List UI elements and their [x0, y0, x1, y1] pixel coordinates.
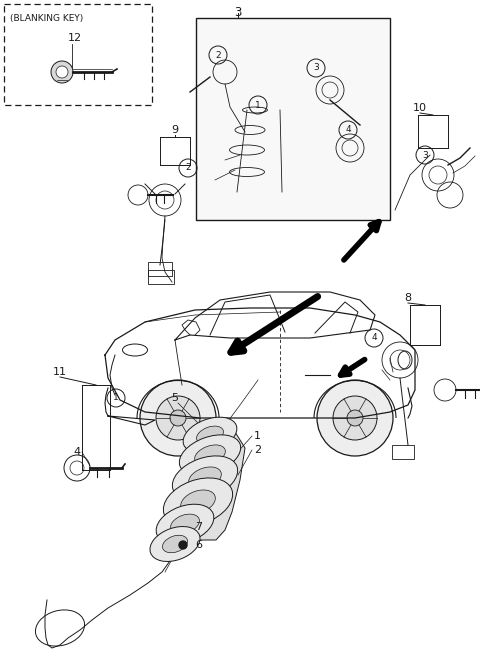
Ellipse shape	[197, 426, 223, 444]
Text: 1: 1	[255, 100, 261, 110]
Text: 6: 6	[195, 540, 202, 550]
Text: 2: 2	[215, 51, 221, 60]
Text: 1: 1	[254, 431, 261, 441]
Circle shape	[317, 380, 393, 456]
Ellipse shape	[189, 467, 221, 489]
Bar	[196, 18, 390, 220]
Text: 2: 2	[254, 445, 261, 455]
Ellipse shape	[183, 417, 237, 453]
Circle shape	[56, 66, 68, 78]
Circle shape	[347, 410, 363, 426]
Circle shape	[156, 396, 200, 440]
Ellipse shape	[156, 504, 214, 544]
Ellipse shape	[163, 478, 233, 526]
Bar	[392, 445, 414, 459]
Ellipse shape	[180, 490, 216, 514]
Text: 8: 8	[405, 293, 411, 303]
Ellipse shape	[180, 435, 240, 475]
Circle shape	[140, 380, 216, 456]
Text: 1: 1	[113, 394, 119, 403]
Circle shape	[170, 410, 186, 426]
Bar	[4, 4, 152, 105]
Text: 3: 3	[234, 6, 242, 19]
Text: 5: 5	[171, 393, 179, 403]
Ellipse shape	[195, 445, 225, 465]
Text: 3: 3	[313, 64, 319, 73]
Ellipse shape	[170, 514, 199, 534]
Ellipse shape	[150, 527, 200, 562]
Text: 7: 7	[195, 522, 202, 532]
Text: 12: 12	[68, 33, 82, 43]
Text: 2: 2	[185, 163, 191, 173]
Bar	[148, 270, 174, 284]
Text: 3: 3	[422, 150, 428, 159]
Text: 10: 10	[413, 103, 427, 113]
Ellipse shape	[163, 535, 188, 553]
Text: 4: 4	[73, 447, 81, 457]
Bar	[148, 262, 172, 276]
Text: 4: 4	[371, 333, 377, 342]
Polygon shape	[188, 432, 245, 540]
Text: 11: 11	[53, 367, 67, 377]
Ellipse shape	[172, 456, 238, 500]
Circle shape	[179, 541, 187, 549]
Text: 9: 9	[171, 125, 179, 135]
Text: (BLANKING KEY): (BLANKING KEY)	[10, 14, 83, 23]
Circle shape	[51, 61, 73, 83]
Circle shape	[333, 396, 377, 440]
Text: 4: 4	[345, 125, 351, 134]
